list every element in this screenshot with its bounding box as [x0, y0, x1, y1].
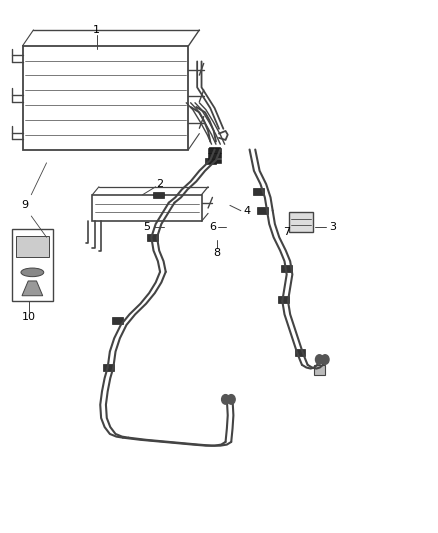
Bar: [16, 237, 49, 256]
Bar: [208, 148, 221, 153]
Text: 10: 10: [22, 312, 36, 322]
Bar: [205, 158, 216, 165]
Text: 7: 7: [283, 227, 290, 237]
Bar: [282, 265, 292, 272]
Text: 2: 2: [156, 179, 164, 189]
Bar: [253, 188, 264, 195]
Bar: [148, 234, 158, 241]
Polygon shape: [22, 281, 43, 296]
Bar: [113, 317, 124, 324]
Circle shape: [315, 355, 323, 365]
Bar: [208, 154, 221, 158]
Text: 3: 3: [329, 222, 336, 232]
Bar: [289, 212, 313, 232]
Circle shape: [321, 355, 329, 365]
Text: 8: 8: [213, 248, 220, 258]
Text: 5: 5: [144, 222, 151, 232]
Text: 6: 6: [209, 222, 216, 232]
Bar: [294, 349, 305, 356]
Bar: [258, 207, 268, 214]
Text: 9: 9: [21, 200, 28, 211]
Text: 1: 1: [93, 25, 100, 35]
Text: 4: 4: [244, 206, 251, 216]
Ellipse shape: [21, 268, 44, 277]
Bar: [314, 366, 325, 375]
Bar: [22, 46, 188, 150]
Bar: [208, 159, 221, 164]
Bar: [92, 195, 201, 221]
Bar: [12, 229, 53, 301]
Bar: [279, 296, 289, 303]
Bar: [209, 147, 220, 154]
Bar: [152, 191, 163, 198]
Circle shape: [222, 394, 230, 404]
Circle shape: [227, 394, 235, 404]
Bar: [103, 364, 114, 370]
